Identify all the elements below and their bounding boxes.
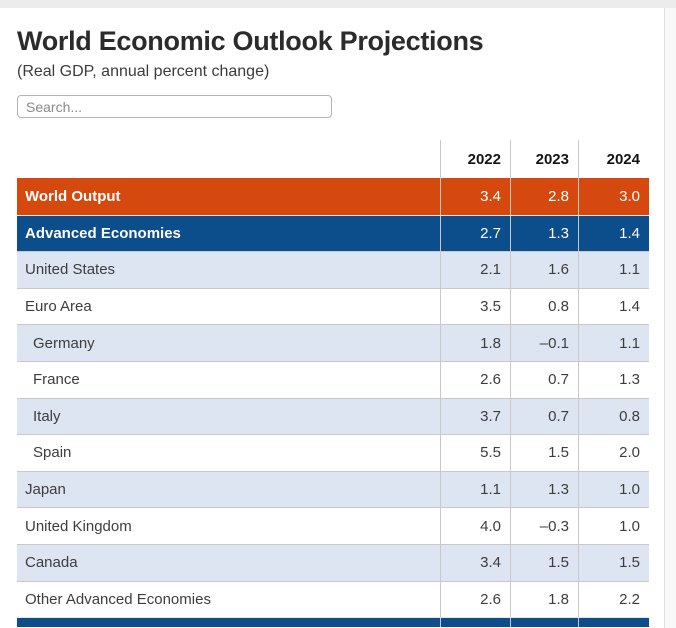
value-2023: 0.7: [510, 398, 578, 435]
row-label: Advanced Economies: [25, 224, 181, 242]
row-united-kingdom[interactable]: United Kingdom 4.0 –0.3 1.0: [17, 507, 649, 544]
value-2023: 1.5: [510, 435, 578, 471]
row-label: Germany: [33, 334, 95, 352]
row-label: [17, 618, 440, 627]
value-2022: 1.8: [440, 325, 510, 361]
value-2024: 1.0: [578, 508, 649, 544]
value-2024: 1.1: [578, 252, 649, 288]
row-label: Euro Area: [25, 298, 92, 316]
top-strip: [0, 0, 676, 8]
value-2024: 1.4: [578, 288, 649, 325]
col-header-2023: 2023: [510, 140, 578, 178]
value-2022: 5.5: [440, 435, 510, 471]
row-label: Other Advanced Economies: [25, 590, 211, 608]
value-2024: 2.2: [578, 581, 649, 618]
row-united-states[interactable]: United States 2.1 1.6 1.1: [17, 251, 649, 288]
value-2023: 0.8: [510, 288, 578, 325]
value-2024: 1.4: [578, 215, 649, 252]
value-2023: 1.6: [510, 252, 578, 288]
row-next-section-partial[interactable]: [17, 617, 649, 628]
row-label: United Kingdom: [25, 517, 132, 535]
value-2022: 1.1: [440, 471, 510, 508]
value-2023: –0.3: [510, 508, 578, 544]
search-input[interactable]: [17, 95, 332, 118]
page-title: World Economic Outlook Projections: [17, 26, 484, 56]
row-label: Japan: [25, 481, 66, 499]
row-france[interactable]: France 2.6 0.7 1.3: [17, 360, 649, 398]
value-2024: 2.0: [578, 435, 649, 471]
value-2023: 1.8: [510, 581, 578, 618]
col-header-2024: 2024: [578, 140, 649, 178]
row-other-advanced-economies[interactable]: Other Advanced Economies 2.6 1.8 2.2: [17, 580, 649, 618]
value-2023: 1.3: [510, 471, 578, 508]
row-label: World Output: [25, 187, 121, 205]
value-2022: 3.4: [440, 178, 510, 215]
scrollbar[interactable]: [664, 8, 676, 628]
row-canada[interactable]: Canada 3.4 1.5 1.5: [17, 543, 649, 581]
value-2024: 1.5: [578, 544, 649, 581]
row-germany[interactable]: Germany 1.8 –0.1 1.1: [17, 324, 649, 361]
value-2023: –0.1: [510, 325, 578, 361]
value-2023: 0.7: [510, 361, 578, 398]
header-spacer: [17, 140, 440, 178]
row-label: Canada: [25, 554, 78, 572]
row-label: Italy: [33, 407, 61, 425]
row-label: Spain: [33, 444, 72, 462]
value-2022: 2.1: [440, 252, 510, 288]
row-label: France: [33, 371, 80, 389]
value-2023: 1.3: [510, 215, 578, 252]
value-2022: 2.6: [440, 581, 510, 618]
row-euro-area[interactable]: Euro Area 3.5 0.8 1.4: [17, 287, 649, 325]
value-2024: 3.0: [578, 178, 649, 215]
value-2023: 1.5: [510, 544, 578, 581]
col-header-2022: 2022: [440, 140, 510, 178]
value-2024: 1.1: [578, 325, 649, 361]
row-italy[interactable]: Italy 3.7 0.7 0.8: [17, 397, 649, 435]
projections-table: 2022 2023 2024 World Output 3.4 2.8 3.0 …: [17, 140, 649, 628]
row-world-output[interactable]: World Output 3.4 2.8 3.0: [17, 178, 649, 215]
value-2022: 2.7: [440, 215, 510, 252]
value-2022: 4.0: [440, 508, 510, 544]
table-header-row: 2022 2023 2024: [17, 140, 649, 178]
row-advanced-economies[interactable]: Advanced Economies 2.7 1.3 1.4: [17, 214, 649, 252]
row-japan[interactable]: Japan 1.1 1.3 1.0: [17, 470, 649, 508]
row-label: United States: [25, 261, 116, 279]
value-2024: 1.0: [578, 471, 649, 508]
page-subtitle: (Real GDP, annual percent change): [17, 63, 270, 80]
value-2022: 3.7: [440, 398, 510, 435]
value-2024: 1.3: [578, 361, 649, 398]
value-2022: 2.6: [440, 361, 510, 398]
value-2022: 3.4: [440, 544, 510, 581]
value-2024: 0.8: [578, 398, 649, 435]
value-2022: 3.5: [440, 288, 510, 325]
value-2023: 2.8: [510, 178, 578, 215]
row-spain[interactable]: Spain 5.5 1.5 2.0: [17, 434, 649, 471]
